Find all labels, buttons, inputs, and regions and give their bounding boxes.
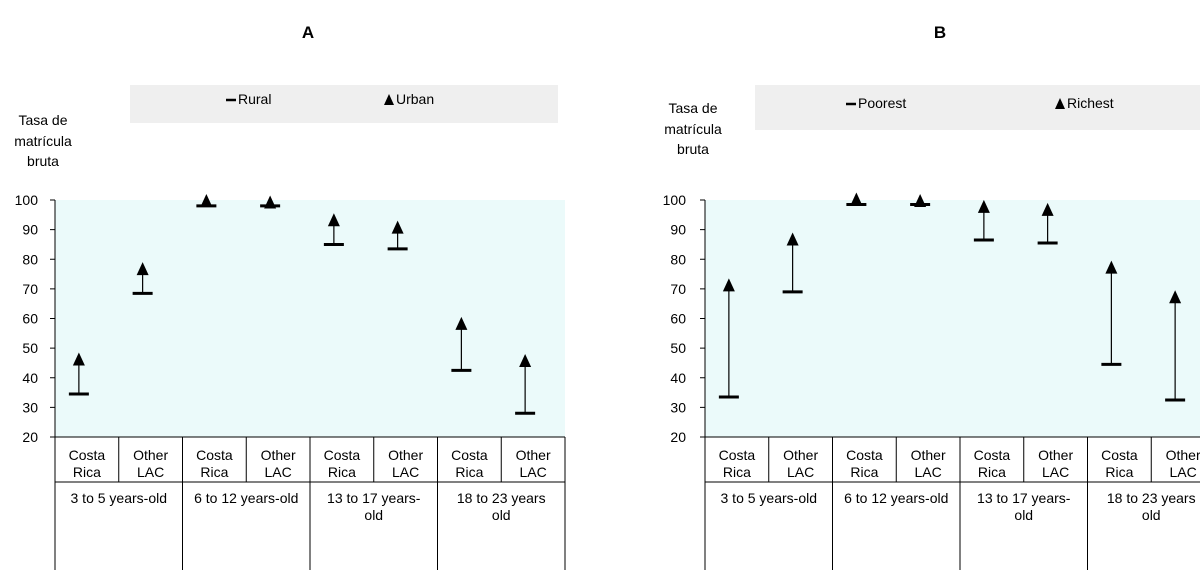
x-category-label: LAC (915, 464, 942, 480)
y-axis-label: matrícula (14, 133, 72, 149)
x-category-label: LAC (787, 464, 814, 480)
x-category-label: Rica (1105, 464, 1133, 480)
chart-title: A (302, 23, 314, 42)
x-category-label: Other (1038, 447, 1073, 463)
y-tick-label: 80 (22, 251, 38, 267)
y-axis-label: matrícula (664, 121, 722, 137)
point-urban (519, 353, 532, 367)
x-category-label: Costa (1101, 447, 1138, 463)
y-tick-label: 50 (22, 340, 38, 356)
x-category-label: Other (516, 447, 551, 463)
y-tick-label: 90 (670, 222, 686, 238)
point-urban (327, 213, 340, 227)
x-category-label: LAC (1042, 464, 1069, 480)
x-category-label: LAC (265, 464, 292, 480)
y-tick-label: 60 (22, 311, 38, 327)
legend-box (130, 85, 558, 123)
x-category-label: Rica (723, 464, 751, 480)
legend-label: Rural (238, 91, 271, 107)
x-category-label: Other (783, 447, 818, 463)
x-group-label: old (1142, 507, 1161, 523)
point-urban (72, 352, 85, 366)
x-category-label: Rica (850, 464, 878, 480)
x-group-label: 18 to 23 years (457, 490, 546, 506)
x-category-label: Costa (451, 447, 488, 463)
x-category-label: Rica (200, 464, 228, 480)
y-axis-label: bruta (677, 141, 709, 157)
x-category-label: Other (133, 447, 168, 463)
y-tick-label: 70 (22, 281, 38, 297)
legend-label: Poorest (858, 95, 906, 111)
chart-panel-B: B Tasa de matrícula bruta Poorest Richest 20 30… (663, 23, 1200, 570)
y-tick-label: 100 (15, 192, 39, 208)
y-tick-label: 60 (670, 311, 686, 327)
x-category-label: Costa (846, 447, 883, 463)
point-richest (1105, 260, 1118, 274)
y-tick-label: 30 (22, 399, 38, 415)
x-group-label: old (1014, 507, 1033, 523)
x-group-label: 13 to 17 years- (977, 490, 1071, 506)
y-tick-label: 90 (22, 222, 38, 238)
x-category-label: Other (1166, 447, 1200, 463)
point-urban (264, 195, 277, 209)
chart-panel-A: A Tasa de matrícula bruta Rural Urban 20 30 40 50… (14, 23, 566, 570)
x-group-label: old (364, 507, 383, 523)
x-group-label: 3 to 5 years-old (71, 490, 168, 506)
point-urban (455, 316, 468, 330)
point-richest (977, 199, 990, 213)
y-tick-label: 20 (670, 429, 686, 445)
plot-area (705, 200, 1200, 437)
x-category-label: LAC (137, 464, 164, 480)
legend-box (755, 85, 1200, 130)
x-category-label: Costa (196, 447, 233, 463)
point-richest (914, 193, 927, 207)
x-group-label: 6 to 12 years-old (844, 490, 948, 506)
legend-triangle-marker (1055, 98, 1065, 109)
y-axis-label: Tasa de (18, 112, 67, 128)
y-axis-label: bruta (27, 153, 59, 169)
x-category-label: Rica (73, 464, 101, 480)
legend-label: Urban (396, 91, 434, 107)
point-richest (1169, 290, 1182, 304)
y-tick-label: 80 (670, 251, 686, 267)
y-tick-label: 50 (670, 340, 686, 356)
point-urban (391, 220, 404, 234)
x-group-label: old (492, 507, 511, 523)
x-category-label: Rica (455, 464, 483, 480)
y-tick-label: 40 (670, 370, 686, 386)
plot-area (55, 200, 565, 437)
point-richest (786, 232, 799, 246)
x-category-label: LAC (1170, 464, 1197, 480)
x-category-label: LAC (520, 464, 547, 480)
legend-triangle-marker (384, 94, 394, 105)
point-richest (1041, 202, 1054, 216)
x-category-label: Costa (719, 447, 756, 463)
point-richest (722, 278, 735, 292)
x-category-label: Other (388, 447, 423, 463)
x-category-label: Costa (69, 447, 106, 463)
x-category-label: Other (911, 447, 946, 463)
x-group-label: 18 to 23 years (1107, 490, 1196, 506)
x-category-label: Costa (324, 447, 361, 463)
x-group-label: 3 to 5 years-old (721, 490, 818, 506)
x-category-label: Costa (974, 447, 1011, 463)
y-tick-label: 40 (22, 370, 38, 386)
x-category-label: LAC (392, 464, 419, 480)
y-axis-label: Tasa de (668, 100, 717, 116)
point-richest (850, 192, 863, 206)
point-urban (200, 193, 213, 207)
x-group-label: 6 to 12 years-old (194, 490, 298, 506)
y-tick-label: 20 (22, 429, 38, 445)
point-urban (136, 262, 149, 276)
legend-label: Richest (1067, 95, 1114, 111)
x-category-label: Rica (978, 464, 1006, 480)
y-tick-label: 30 (670, 399, 686, 415)
y-tick-label: 100 (663, 192, 687, 208)
y-tick-label: 70 (670, 281, 686, 297)
x-category-label: Other (261, 447, 296, 463)
x-category-label: Rica (328, 464, 356, 480)
chart-title: B (934, 23, 946, 42)
x-group-label: 13 to 17 years- (327, 490, 421, 506)
